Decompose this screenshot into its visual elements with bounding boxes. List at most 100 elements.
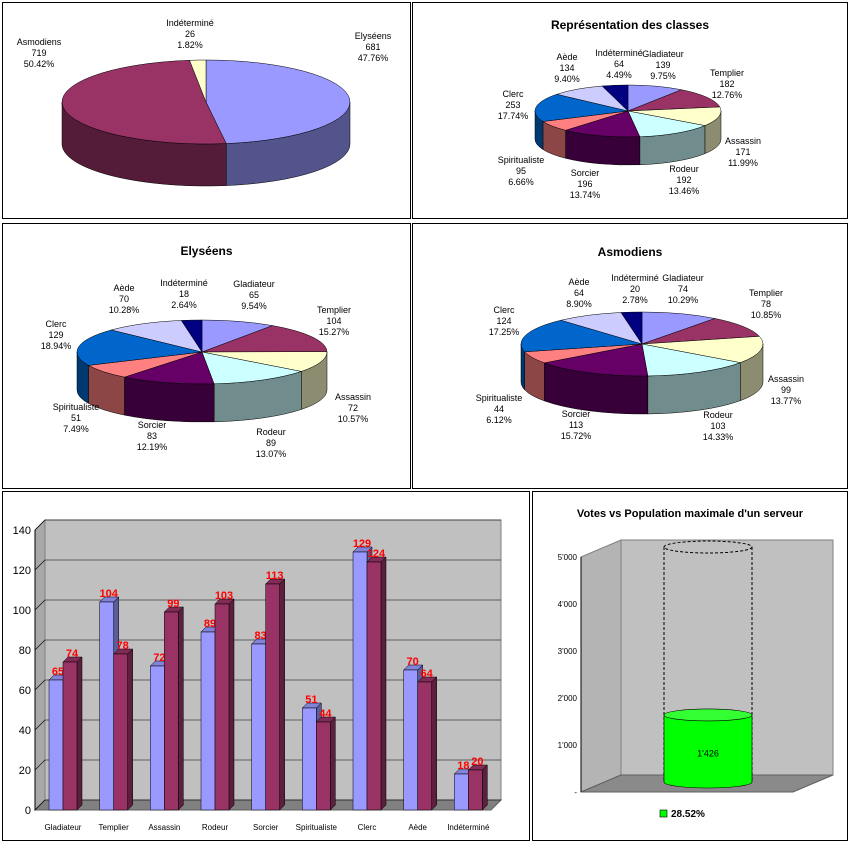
y-tick-label: 100 xyxy=(13,605,31,617)
pie-label-percent: 4.49% xyxy=(606,70,632,80)
bar-data-label: 65 xyxy=(52,666,64,678)
y-tick-label: 1'000 xyxy=(558,741,578,750)
bar xyxy=(467,764,488,811)
pie-label-percent: 10.28% xyxy=(108,305,140,315)
pie-label-percent: 10.29% xyxy=(667,295,699,305)
pie-label-percent: 14.33% xyxy=(702,432,734,442)
pie-label-value: 129 xyxy=(48,330,64,340)
bar-data-label: 78 xyxy=(117,640,129,652)
x-tick-label: Aède xyxy=(408,823,427,832)
gridline-side xyxy=(34,599,46,611)
pie-label-percent: 12.76% xyxy=(711,90,743,100)
gridline-side xyxy=(34,799,46,811)
pie-label-value: 124 xyxy=(496,316,512,326)
pie-label-value: 83 xyxy=(146,431,157,441)
bar-data-label: 51 xyxy=(305,694,317,706)
bar-front xyxy=(468,769,483,811)
bar-data-label: 124 xyxy=(367,548,386,560)
pie-label-label: Indéterminé xyxy=(160,278,208,288)
bar-front xyxy=(150,665,165,811)
pie-label-percent: 1.82% xyxy=(177,40,203,50)
y-tick-label: 3'000 xyxy=(558,647,578,656)
pie-label-label: Clerc xyxy=(502,89,524,99)
bar-data-label: 64 xyxy=(421,668,434,680)
pie-slice-assassin xyxy=(627,106,722,126)
vote-cylinder-body xyxy=(663,714,753,789)
bar-front xyxy=(316,721,331,811)
gridline-side xyxy=(34,679,46,691)
pie-slice-clerc xyxy=(520,319,643,353)
pie-slice-indéterminé xyxy=(189,59,207,103)
y-tick-label: - xyxy=(574,788,577,797)
bar-data-label: 104 xyxy=(99,588,118,600)
x-tick-label: Spiritualiste xyxy=(296,823,338,832)
asmodiens-pie-title: Asmodiens xyxy=(597,245,663,259)
pie-label: Assassin 99 13.77% xyxy=(768,374,804,407)
x-tick-label: Rodeur xyxy=(202,823,229,832)
pie-label: Aède 64 8.90% xyxy=(566,277,592,310)
gridline-side xyxy=(34,519,46,531)
pie-label: Sorcier 83 12.19% xyxy=(137,420,168,453)
pie-label-value: 171 xyxy=(735,147,751,157)
pie-label-percent: 7.49% xyxy=(63,424,89,434)
x-tick-label: Gladiateur xyxy=(45,823,82,832)
pie-label-label: Clerc xyxy=(45,319,67,329)
classes-pie-panel: Représentation des classes Gladiateur 139… xyxy=(412,2,848,219)
pie-label-label: Indéterminé xyxy=(166,18,214,28)
pie-label-value: 70 xyxy=(118,294,129,304)
pie-label-label: Sorcier xyxy=(137,420,167,430)
elyseens-pie-title: Elyséens xyxy=(180,244,233,258)
bar-side xyxy=(127,648,133,811)
classes-pie-title: Représentation des classes xyxy=(550,18,710,32)
elyseens-pie-panel: Elyséens Gladiateur 65 9.54% Templier 104 15.… xyxy=(2,223,411,489)
votes-chart-panel: Votes vs Population maximale d'un serveu… xyxy=(532,491,848,841)
bar-data-label: 113 xyxy=(266,570,284,582)
x-tick-label: Templier xyxy=(99,823,130,832)
pie-slice-templier xyxy=(201,325,328,353)
pie-slice-assassin xyxy=(641,336,764,363)
y-tick-label: 0 xyxy=(25,805,31,817)
bar-data-label: 18 xyxy=(457,760,469,772)
pie-label: Rodeur 103 14.33% xyxy=(703,410,734,443)
bar-side xyxy=(228,598,235,811)
bar-front xyxy=(214,603,230,811)
pie-label-value: 65 xyxy=(248,290,259,300)
pie-label-label: Spiritualiste xyxy=(52,402,100,412)
max-outline-top xyxy=(663,540,753,554)
pie-slice-sorcier xyxy=(123,351,215,385)
y-tick-label: 40 xyxy=(19,725,31,737)
pie-label-label: Assassin xyxy=(724,136,762,146)
pie-label-percent: 13.77% xyxy=(770,396,802,406)
bar-side xyxy=(76,656,83,811)
legend-label: 28.52% xyxy=(671,809,705,820)
pie-label-label: Gladiateur xyxy=(233,279,275,289)
pie-slice-templier xyxy=(641,318,761,345)
pie-label: Templier 104 15.27% xyxy=(317,305,351,338)
bar-front xyxy=(164,611,179,811)
pie-label-label: Assassin xyxy=(334,392,372,402)
y-tick-label: 80 xyxy=(19,645,31,657)
pie-label-percent: 10.57% xyxy=(337,414,369,424)
pie-label: Gladiateur 74 10.29% xyxy=(662,273,704,306)
pie-label: Sorcier 196 13.74% xyxy=(570,168,601,201)
bar xyxy=(163,606,184,811)
bar-front xyxy=(48,679,64,811)
pie-label-value: 113 xyxy=(568,420,584,430)
bar-front xyxy=(265,583,280,811)
pie-label: Rodeur 192 13.46% xyxy=(669,164,700,197)
y-tick-label: 140 xyxy=(13,525,31,537)
pie-slice-templier xyxy=(627,89,721,112)
pie-label: Templier 182 12.76% xyxy=(710,68,744,101)
pie-label: Aède 70 10.28% xyxy=(109,283,140,316)
votes-chart-svg: - 1'000 2'000 3'000 4'000 5'000 1'426 28.52% xyxy=(558,539,834,820)
pie-label-label: Aède xyxy=(113,283,135,293)
pie-slice-clerc xyxy=(534,94,629,122)
pie-label-percent: 50.42% xyxy=(23,59,55,69)
pie-label-label: Assassin xyxy=(767,374,805,384)
pie-label-value: 103 xyxy=(710,421,726,431)
bar-front xyxy=(113,653,128,811)
pie-label: Spiritualiste 44 6.12% xyxy=(476,393,523,426)
pie-label-label: Rodeur xyxy=(256,427,286,437)
asmodiens-pie-svg xyxy=(520,311,764,415)
bar-front xyxy=(403,669,418,811)
